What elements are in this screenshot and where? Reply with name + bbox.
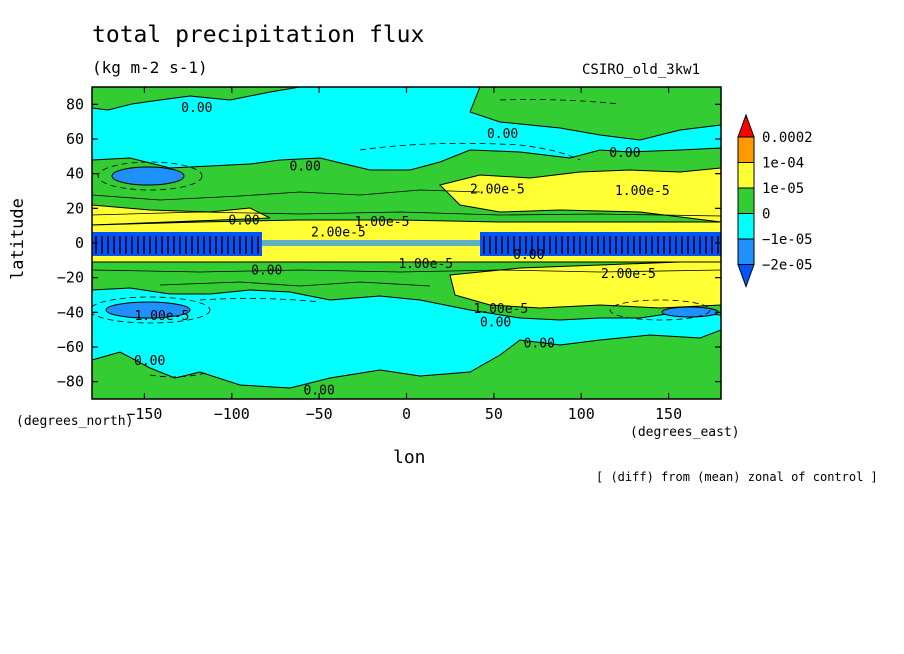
colorbar-bottom-arrow bbox=[737, 264, 755, 288]
region-nh-yellow bbox=[439, 167, 721, 223]
colorbar-segment bbox=[737, 136, 755, 163]
colorbar-segment bbox=[737, 213, 755, 240]
region-neg-sh-east bbox=[661, 306, 719, 318]
equatorial-contour-lines bbox=[95, 236, 719, 254]
model-label: CSIRO_old_3kw1 bbox=[582, 62, 701, 78]
colorbar: 0.0002 1e-04 1e-05 0 −1e-05 −2e-05 bbox=[737, 113, 813, 288]
region-south-green bbox=[92, 329, 721, 399]
contour-label: 1.00e-5 bbox=[398, 257, 453, 272]
contour-label: 0.00 bbox=[290, 160, 321, 175]
contour-label: 0.00 bbox=[513, 248, 544, 263]
contour-labels: 0.000.000.000.002.00e-5 1.00e-50.00 1.00e-… bbox=[134, 101, 670, 399]
colorbar-label: 1e-05 bbox=[762, 181, 804, 197]
contour-label: 1.00e-5 bbox=[473, 302, 528, 317]
colorbar-label: 0 bbox=[762, 207, 770, 223]
y-tick-label: −80 bbox=[57, 373, 84, 391]
contour-label: 0.00 bbox=[480, 316, 511, 331]
colorbar-segment bbox=[737, 187, 755, 214]
contour-label: 0.00 bbox=[524, 337, 555, 352]
y-tick-label: −20 bbox=[57, 269, 84, 287]
chart-title: total precipitation flux bbox=[92, 22, 425, 48]
colorbar-segment bbox=[737, 162, 755, 189]
x-tick-label: 100 bbox=[568, 405, 595, 423]
y-tick-label: −40 bbox=[57, 303, 84, 321]
colorbar-top-arrow bbox=[737, 113, 755, 138]
region-neg-eq-west bbox=[92, 232, 262, 256]
colorbar-label: 0.0002 bbox=[762, 130, 813, 146]
contour-label: 2.00e-5 bbox=[601, 267, 656, 282]
region-neg-sh bbox=[105, 301, 191, 319]
colorbar-label: −1e-05 bbox=[762, 232, 813, 248]
contour-label: 1.00e-5 bbox=[134, 309, 189, 324]
dashed-contours bbox=[92, 99, 711, 378]
y-axis-units: (degrees_north) bbox=[16, 414, 134, 429]
contour-label: 0.00 bbox=[228, 213, 259, 228]
contour-label: 0.00 bbox=[609, 146, 640, 161]
y-tick-label: 20 bbox=[66, 199, 84, 217]
y-tick-label: 60 bbox=[66, 130, 84, 148]
x-tick-label: −150 bbox=[126, 405, 162, 423]
contour-label: 2.00e-5 bbox=[470, 182, 525, 197]
x-tick-label: −50 bbox=[306, 405, 333, 423]
x-tick-label: −100 bbox=[214, 405, 250, 423]
x-tick-label: 0 bbox=[402, 405, 411, 423]
x-tick-label: 150 bbox=[655, 405, 682, 423]
colorbar-label: 1e-04 bbox=[762, 156, 804, 172]
region-sh-yellow bbox=[449, 261, 721, 309]
region-neg-eq-core bbox=[262, 240, 480, 246]
y-tick-label: 0 bbox=[75, 234, 84, 252]
contour-label: 0.00 bbox=[303, 383, 334, 398]
footnote: [ (diff) from (mean) zonal of control ] bbox=[596, 470, 878, 484]
contour-label: 1.00e-5 bbox=[355, 215, 410, 230]
x-tick-label: 50 bbox=[485, 405, 503, 423]
contour-label: 0.00 bbox=[251, 264, 282, 279]
colorbar-segment bbox=[737, 238, 755, 265]
x-axis-label: lon bbox=[393, 447, 426, 468]
chart-units: (kg m-2 s-1) bbox=[92, 58, 208, 77]
contour-label: 0.00 bbox=[181, 101, 212, 116]
colorbar-label: −2e-05 bbox=[762, 258, 813, 274]
contour-label: 1.00e-5 bbox=[615, 184, 670, 199]
axes: −150 −100 −50 0 50 100 150 80 60 40 20 0 −20 −40 −60 −8… bbox=[57, 87, 721, 423]
region-north-green-2 bbox=[469, 87, 721, 141]
thin-contours bbox=[92, 189, 721, 287]
region-nh-yellow-west bbox=[92, 204, 271, 226]
y-tick-label: 40 bbox=[66, 165, 84, 183]
y-tick-label: 80 bbox=[66, 95, 84, 113]
y-tick-label: −60 bbox=[57, 338, 84, 356]
region-neg-nh bbox=[111, 166, 185, 186]
contour-field bbox=[92, 87, 721, 399]
x-axis-units: (degrees_east) bbox=[630, 425, 740, 440]
contour-label: 0.00 bbox=[487, 127, 518, 142]
contour-label: 2.00e-5 bbox=[311, 226, 366, 241]
contour-label: 0.00 bbox=[134, 354, 165, 369]
